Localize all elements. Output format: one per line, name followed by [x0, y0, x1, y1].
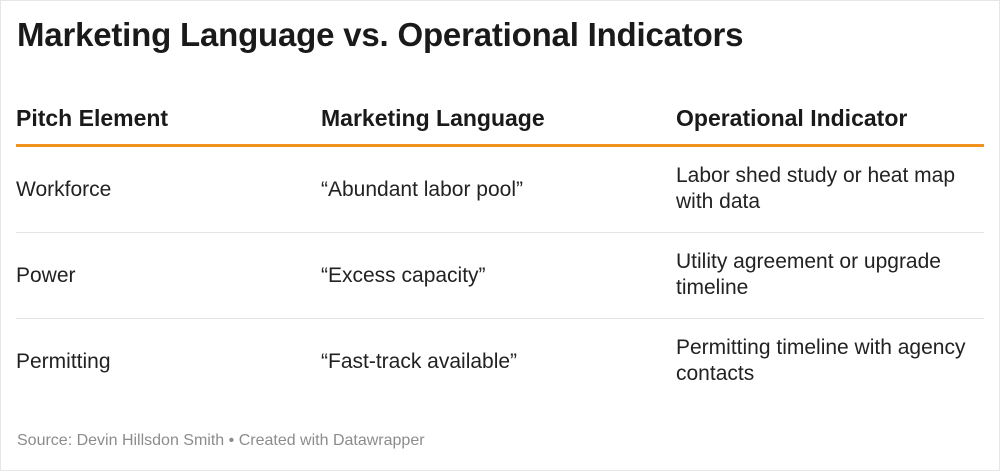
column-header-marketing-language[interactable]: Marketing Language: [321, 92, 676, 147]
cell-pitch-element: Permitting: [16, 349, 111, 373]
column-header-pitch-element[interactable]: Pitch Element: [16, 92, 321, 147]
cell-marketing-language: “Excess capacity”: [321, 232, 676, 319]
source-footer: Source: Devin Hillsdon Smith • Created w…: [17, 432, 425, 449]
chart-title: Marketing Language vs. Operational Indic…: [17, 16, 744, 53]
cell-pitch-element: Workforce: [16, 145, 321, 233]
cell-marketing-language: “Abundant labor pool”: [321, 145, 676, 233]
table-row: Workforce “Abundant labor pool” Labor sh…: [16, 145, 984, 233]
column-header-operational-indicator[interactable]: Operational Indicator: [676, 92, 984, 147]
table-header-row: Pitch Element Marketing Language Operati…: [16, 92, 984, 147]
table-row: Power “Excess capacity” Utility agreemen…: [16, 232, 984, 319]
cell-pitch-element: Power: [16, 232, 321, 319]
cell-marketing-language: “Fast-track available”: [321, 349, 518, 373]
data-table: Pitch Element Marketing Language Operati…: [16, 92, 984, 404]
cell-operational-indicator: Permitting timeline with agency contacts: [676, 336, 966, 385]
cell-operational-indicator: Labor shed study or heat map with data: [676, 145, 984, 233]
cell-operational-indicator: Utility agreement or upgrade timeline: [676, 232, 984, 319]
table-row: Permitting “Fast-track available” Permit…: [16, 319, 984, 405]
